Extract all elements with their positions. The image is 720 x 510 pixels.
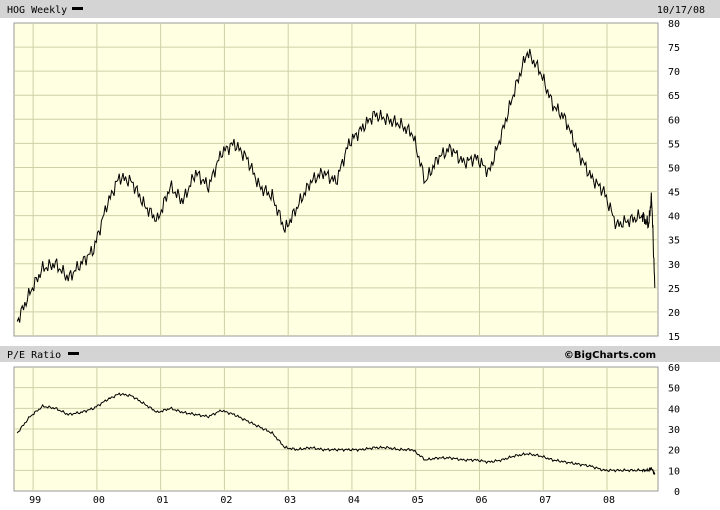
x-tick-label: 05 <box>412 495 424 506</box>
price-y-tick-label: 80 <box>668 19 680 30</box>
price-y-tick-label: 55 <box>668 139 680 150</box>
price-y-tick-label: 20 <box>668 308 680 319</box>
price-legend-swatch <box>72 7 83 10</box>
pe-y-axis: 0 10 20 30 40 50 60 <box>668 363 680 498</box>
price-chart-title: HOG Weekly <box>7 5 67 16</box>
pe-y-tick-label: 60 <box>668 363 680 374</box>
price-y-tick-label: 35 <box>668 236 680 247</box>
x-tick-label: 08 <box>603 495 615 506</box>
pe-header-bar <box>0 346 720 362</box>
x-tick-label: 01 <box>157 495 169 506</box>
price-y-tick-label: 40 <box>668 212 680 223</box>
pe-y-tick-label: 30 <box>668 425 680 436</box>
price-y-tick-label: 30 <box>668 260 680 271</box>
x-axis-labels: 99 00 01 02 03 04 05 06 07 08 <box>29 495 615 506</box>
pe-chart-title: P/E Ratio <box>7 350 61 361</box>
pe-y-tick-label: 50 <box>668 384 680 395</box>
pe-y-tick-label: 40 <box>668 404 680 415</box>
x-tick-label: 02 <box>220 495 232 506</box>
bigcharts-brand: ©BigCharts.com <box>564 350 656 361</box>
price-y-tick-label: 25 <box>668 284 680 295</box>
price-plot-area <box>13 22 659 337</box>
price-y-tick-label: 65 <box>668 91 680 102</box>
x-tick-label: 04 <box>348 495 360 506</box>
x-tick-label: 99 <box>29 495 41 506</box>
price-y-tick-label: 75 <box>668 43 680 54</box>
price-y-tick-label: 45 <box>668 188 680 199</box>
x-tick-label: 06 <box>475 495 487 506</box>
pe-ratio-line <box>16 392 656 475</box>
price-y-axis: 15 20 25 30 35 40 45 50 55 60 65 70 75 80 <box>668 19 680 343</box>
x-tick-label: 03 <box>284 495 296 506</box>
chart-date: 10/17/08 <box>657 5 705 16</box>
price-y-tick-label: 50 <box>668 163 680 174</box>
price-y-tick-label: 60 <box>668 115 680 126</box>
top-header-bar <box>0 0 720 18</box>
price-y-tick-label: 15 <box>668 332 680 343</box>
x-tick-label: 00 <box>93 495 105 506</box>
price-grid <box>14 23 658 336</box>
pe-y-tick-label: 10 <box>668 466 680 477</box>
pe-y-tick-label: 20 <box>668 446 680 457</box>
price-y-tick-label: 70 <box>668 67 680 78</box>
x-tick-label: 07 <box>539 495 551 506</box>
pe-y-tick-label: 0 <box>674 487 680 498</box>
pe-legend-swatch <box>68 352 79 355</box>
hog-weekly-price-line <box>16 48 656 323</box>
